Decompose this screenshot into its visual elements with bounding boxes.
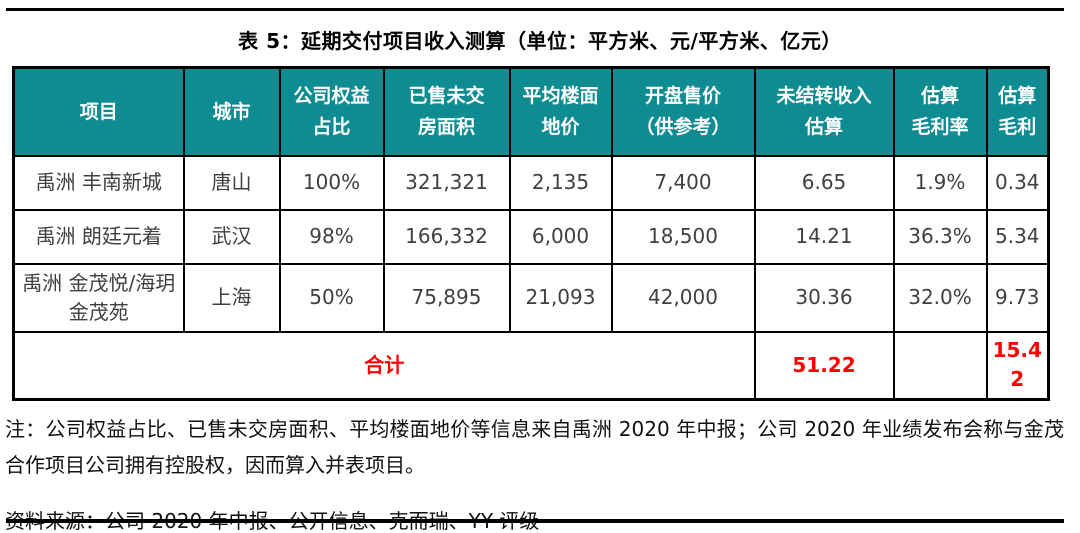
total-label: 合计 [12,330,756,401]
cell-equity-ratio: 98% [278,208,385,265]
col-header-unrecognized-revenue: 未结转收入 估算 [753,66,895,157]
cell-project: 禹洲 朗廷元着 [12,208,185,265]
cell-city: 唐山 [182,154,281,211]
cell-area: 321,321 [382,154,511,211]
income-estimate-table: 项目 城市 公司权益 占比 已售未交 房面积 平均楼面 地价 开盘售价 （供参考… [12,66,1050,401]
table-row: 禹洲 朗廷元着 武汉 98% 166,332 6,000 18,500 14.2… [12,208,1050,265]
col-header-est-gross-margin: 估算 毛利率 [892,66,988,157]
col-header-city: 城市 [182,66,281,157]
cell-margin: 1.9% [892,154,988,211]
bottom-divider [6,519,1064,523]
col-header-opening-price: 开盘售价 （供参考） [610,66,756,157]
cell-equity-ratio: 100% [278,154,385,211]
cell-revenue: 14.21 [753,208,895,265]
cell-project: 禹洲 金茂悦/海玥金茂苑 [12,262,185,333]
table-row: 禹洲 金茂悦/海玥金茂苑 上海 50% 75,895 21,093 42,000… [12,262,1050,333]
top-divider [6,8,1064,11]
cell-profit: 9.73 [985,262,1050,333]
col-header-project: 项目 [12,66,185,157]
cell-margin: 36.3% [892,208,988,265]
cell-opening-price: 42,000 [610,262,756,333]
cell-revenue: 30.36 [753,262,895,333]
table-row: 禹洲 丰南新城 唐山 100% 321,321 2,135 7,400 6.65… [12,154,1050,211]
total-row: 合计 51.22 15.42 [12,330,1050,401]
cell-opening-price: 7,400 [610,154,756,211]
cell-city: 上海 [182,262,281,333]
col-header-sold-undelivered-area: 已售未交 房面积 [382,66,511,157]
cell-city: 武汉 [182,208,281,265]
col-header-est-gross-profit: 估算 毛利 [985,66,1050,157]
footnote: 注：公司权益占比、已售未交房面积、平均楼面地价等信息来自禹洲 2020 年中报；… [5,417,1064,477]
table-title: 表 5：延期交付项目收入测算（单位：平方米、元/平方米、亿元） [238,29,842,53]
total-gross-margin-rate [892,330,988,401]
cell-profit: 5.34 [985,208,1050,265]
cell-floor-price: 2,135 [508,154,613,211]
total-gross-profit: 15.42 [985,330,1050,401]
cell-area: 75,895 [382,262,511,333]
col-header-avg-floor-price: 平均楼面 地价 [508,66,613,157]
cell-profit: 0.34 [985,154,1050,211]
total-unrecognized-revenue: 51.22 [753,330,895,401]
header-row: 项目 城市 公司权益 占比 已售未交 房面积 平均楼面 地价 开盘售价 （供参考… [12,66,1050,157]
cell-floor-price: 21,093 [508,262,613,333]
cell-margin: 32.0% [892,262,988,333]
cell-floor-price: 6,000 [508,208,613,265]
cell-project: 禹洲 丰南新城 [12,154,185,211]
cell-equity-ratio: 50% [278,262,385,333]
cell-revenue: 6.65 [753,154,895,211]
cell-area: 166,332 [382,208,511,265]
cell-opening-price: 18,500 [610,208,756,265]
col-header-equity-ratio: 公司权益 占比 [278,66,385,157]
